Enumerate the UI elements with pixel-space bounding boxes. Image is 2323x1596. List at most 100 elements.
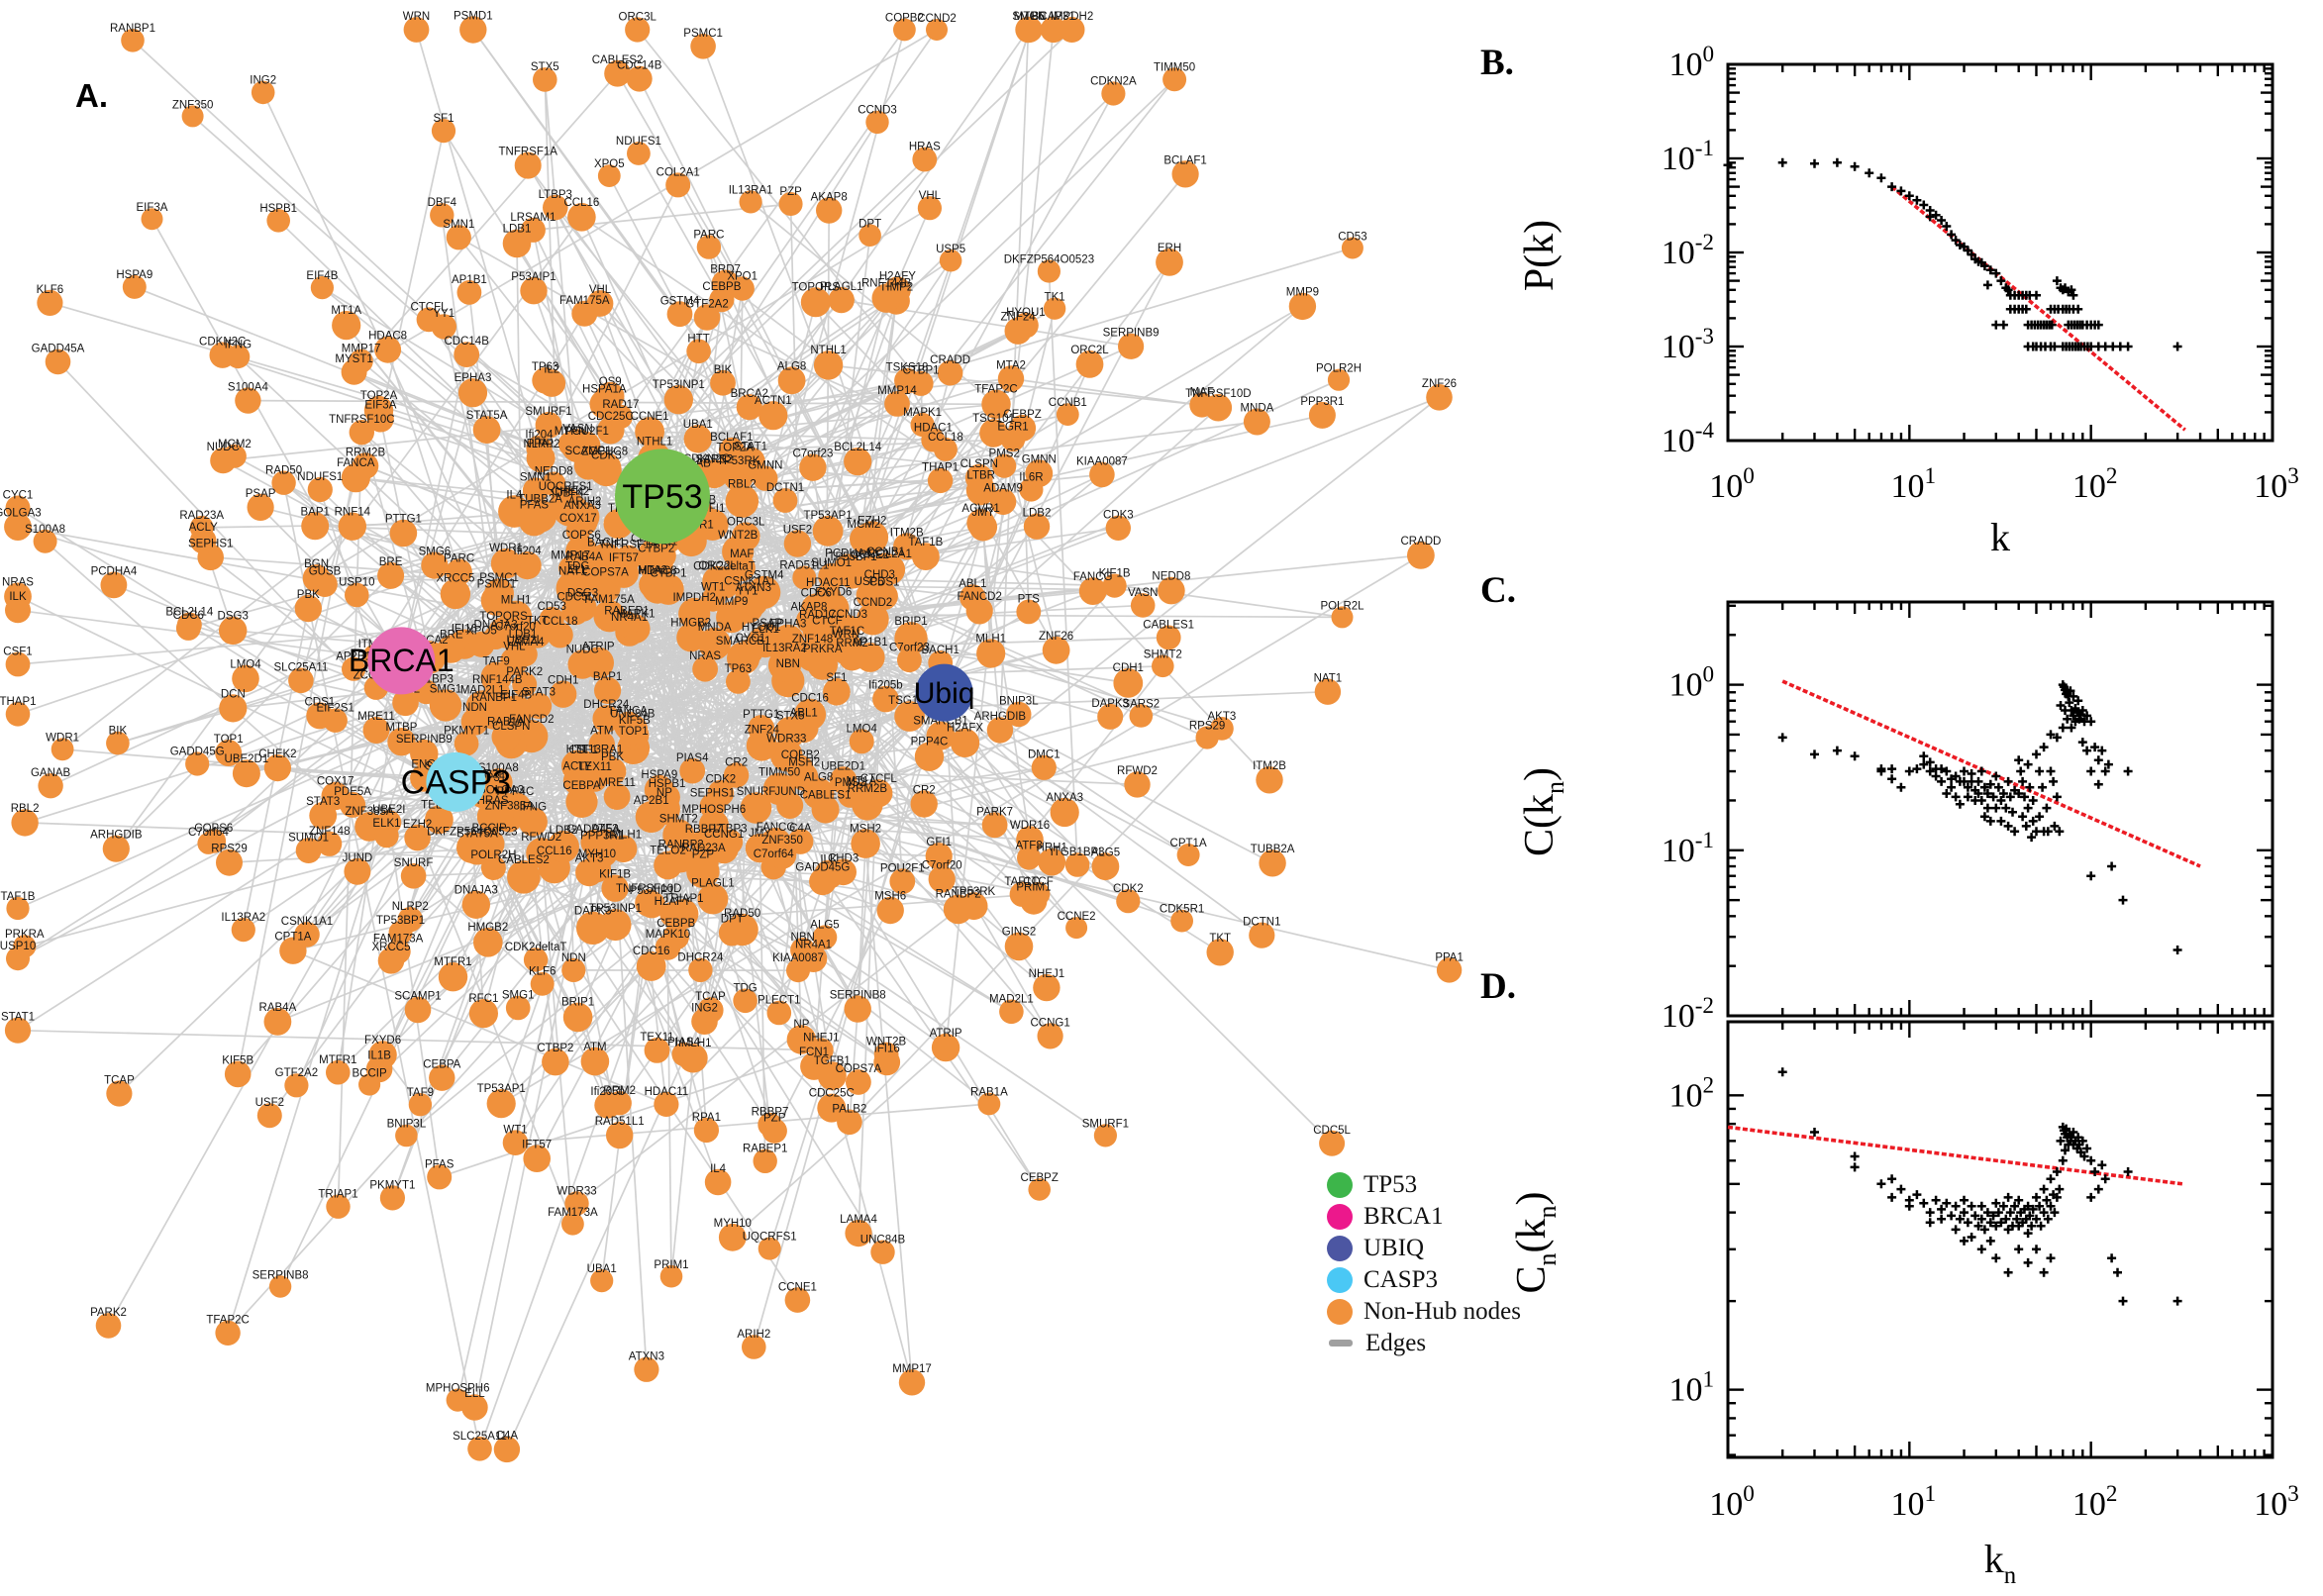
network-node-label: VASN [562, 423, 592, 435]
network-node [341, 463, 370, 493]
network-node-labels: TP53RK TP53AP1 TP53INP1 TP53BP1 P53AIP1 EPHA3… [0, 10, 1464, 1443]
network-node [829, 766, 858, 794]
network-node [910, 412, 935, 438]
network-node [830, 858, 857, 886]
legend-item-ubiq: UBIQ [1327, 1235, 1521, 1261]
network-edge [812, 654, 1189, 856]
network-node [608, 404, 634, 429]
network-node-label: ACVR1 [961, 503, 999, 515]
network-node-label: DSG3 [218, 611, 249, 623]
network-node-label: NDN [561, 952, 586, 964]
network-node [799, 453, 827, 481]
network-node-label: TP53INP1 [653, 379, 705, 391]
network-node [856, 582, 882, 609]
network-node [312, 571, 338, 597]
network-node [219, 694, 248, 723]
network-node [1256, 766, 1283, 794]
network-node [739, 190, 762, 214]
network-node-label: COPS6 [562, 530, 601, 542]
network-edge [732, 1047, 947, 1239]
axis-tick-label: 103 [2254, 463, 2299, 505]
network-node-label: CDC5L [1313, 1125, 1351, 1137]
network-node-label: PZP [763, 1113, 786, 1125]
network-node-label: SMARCB1 [716, 636, 771, 648]
network-node-label: ILK [9, 591, 27, 603]
network-node-label: USP5 [855, 576, 884, 588]
network-node-label: MTFR1 [434, 956, 471, 968]
network-edge [815, 301, 1270, 781]
network-node-label: TNFRSF1A [599, 540, 658, 551]
network-node-label: POU2F1 [880, 862, 925, 874]
network-node-label: H2AFY [879, 270, 916, 282]
network-node [374, 823, 399, 848]
network-node [912, 147, 938, 172]
network-node-label: TRIAP1 [663, 893, 703, 905]
network-node-label: MYST1 [335, 353, 372, 365]
network-node-label: STAT1 [1, 1012, 35, 1024]
network-node-label: MCM2 [218, 439, 252, 450]
network-node-label: ARHGDIB [974, 711, 1027, 723]
network-node-label: CDKN2C [199, 337, 246, 349]
network-edge [458, 464, 1005, 573]
network-node-label: RAD50 [724, 908, 760, 920]
network-node [740, 792, 772, 824]
network-edge [386, 349, 460, 572]
network-node-label: NDN [462, 702, 487, 714]
network-node-label: AP2B1 [336, 651, 371, 663]
network-edge [306, 718, 607, 936]
network-node-label: GUSB [309, 565, 342, 577]
network-node-label: ZNF24 [745, 725, 780, 737]
network-node-label: ELL [567, 564, 588, 576]
network-node-label: TFAP2C [206, 1315, 249, 1327]
network-node-label: ZCCHC8 [581, 447, 628, 458]
network-node-label: ELK1 [372, 818, 400, 830]
network-node-label: ABL1 [959, 578, 986, 590]
network-node [404, 996, 432, 1024]
network-node-label: RANBP2 [658, 840, 704, 851]
network-node [247, 493, 274, 521]
network-node-label: SERPINB9 [1103, 328, 1160, 340]
network-node [1017, 846, 1042, 870]
network-node-label: PFAS [425, 1158, 454, 1170]
network-node-label: GSTM4 [660, 295, 700, 307]
network-node-label: NR4A1 [795, 939, 832, 950]
network-node-label: DBF4 [555, 488, 584, 500]
plot-frame [1726, 1020, 2274, 1459]
network-node-label: DNAJA3 [474, 620, 518, 632]
network-node-label: USF2 [255, 1097, 284, 1109]
network-node-label: IFI16 [452, 624, 477, 636]
network-edge [56, 360, 457, 783]
network-node-label: ELK1 [752, 624, 779, 636]
network-node-label: RPA1 [692, 1112, 721, 1124]
network-node-label: PSMC1 [479, 572, 519, 584]
network-node-label: CABLES1 [800, 790, 852, 802]
network-edge [234, 455, 436, 566]
network-node-label: TP53RK [717, 455, 760, 467]
network-node-label: CCNG1 [704, 829, 744, 841]
network-node [1206, 939, 1234, 966]
network-node-label: H2AFY [655, 896, 691, 908]
network-node-label: SMG6 [419, 547, 452, 558]
network-node-label: P53AIP1 [630, 885, 674, 897]
network-node-label: C7orf20 [495, 622, 536, 634]
network-node [38, 773, 63, 799]
network-node-label: LMO4 [847, 723, 878, 735]
network-node-label: COL2A1 [656, 166, 700, 178]
network-node [1426, 384, 1453, 411]
network-edge [858, 566, 887, 1234]
network-node-label: DPT [721, 914, 744, 926]
network-node-label: GOLGA3 [477, 785, 524, 797]
network-edge [594, 396, 1441, 1062]
network-node [459, 16, 487, 44]
network-node [1130, 593, 1156, 618]
network-node [344, 857, 371, 885]
network-node [800, 287, 831, 318]
network-node-label: COL2A1 [868, 549, 912, 560]
network-node-label: BCCIP [353, 1067, 387, 1079]
network-node-label: PSMC1 [683, 28, 723, 40]
network-node [926, 19, 948, 41]
network-node [742, 1335, 766, 1359]
legend-item-brca1: BRCA1 [1327, 1203, 1521, 1230]
network-node-label: KLF6 [37, 284, 64, 296]
network-node-label: TAF9 [482, 656, 509, 668]
